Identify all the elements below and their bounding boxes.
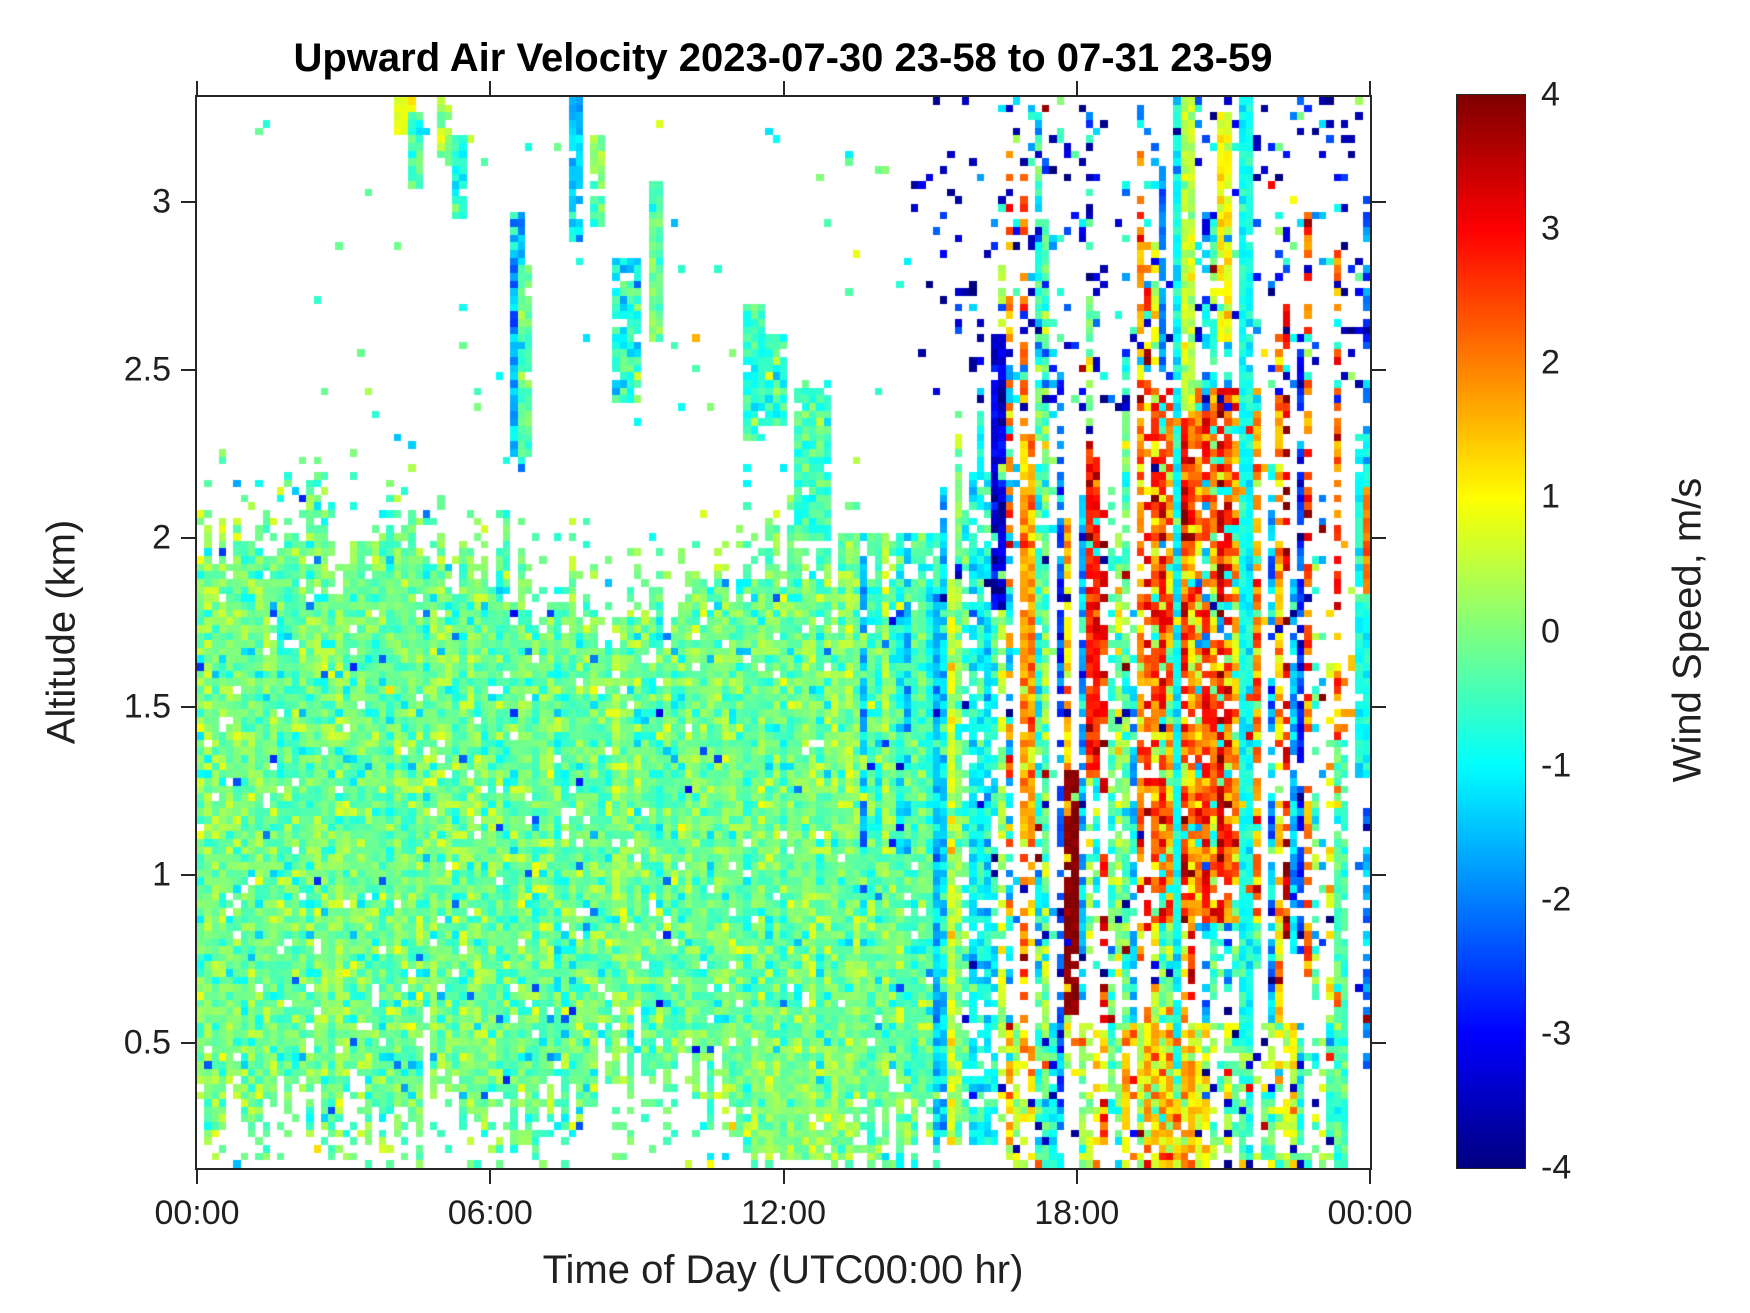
x-tick-label: 12:00 [740,1194,827,1232]
colorbar-tick-label: -2 [1541,880,1572,919]
colorbar-tick-label: -3 [1541,1014,1572,1053]
y-tick-right [1372,705,1386,708]
y-tick [181,1041,195,1044]
y-tick-label: 2.5 [123,350,171,389]
x-tick [1075,1170,1078,1184]
x-tick-top [1075,81,1078,95]
colorbar-tick-label: -4 [1541,1148,1572,1187]
colorbar-tick-label: 3 [1541,209,1560,248]
y-tick [181,873,195,876]
y-tick-right [1372,537,1386,540]
x-tick-top [1369,81,1371,95]
y-tick [181,369,195,372]
x-tick [1369,1170,1371,1184]
plot-frame [195,95,1372,1170]
x-tick-label: 18:00 [1034,1194,1120,1232]
y-tick-label: 3 [152,182,171,221]
y-axis-label: Altitude (km) [39,519,84,745]
chart-title: Upward Air Velocity 2023-07-30 23-58 to … [293,36,1273,80]
y-tick-right [1372,873,1386,876]
y-tick-label: 1.5 [123,687,171,725]
colorbar-tick-label: 1 [1541,477,1560,516]
heatmap-canvas [197,97,1370,1168]
x-tick-top [196,81,198,95]
y-tick-label: 0.5 [123,1023,171,1062]
x-axis-label: Time of Day (UTC00:00 hr) [542,1248,1024,1292]
colorbar-tick-label: 0 [1541,612,1560,650]
x-tick-top [782,81,785,95]
y-tick-label: 1 [152,855,171,894]
y-tick-right [1372,1041,1386,1044]
y-tick [181,705,195,708]
x-tick-top [489,81,492,95]
y-tick-right [1372,369,1386,372]
colorbar-label: Wind Speed, m/s [1665,477,1710,783]
y-tick [181,200,195,203]
x-tick-label: 00:00 [154,1194,240,1232]
x-tick-label: 06:00 [447,1194,533,1232]
y-tick [181,537,195,540]
x-tick [782,1170,785,1184]
x-tick-label: 00:00 [1327,1194,1413,1232]
y-tick-right [1372,200,1386,203]
colorbar-tick-label: -1 [1541,746,1572,785]
colorbar-tick-label: 4 [1541,75,1560,114]
x-tick [196,1170,198,1184]
x-tick [489,1170,492,1184]
colorbar-tick-label: 2 [1541,343,1560,382]
y-tick-label: 2 [152,518,171,557]
colorbar-frame [1456,94,1526,1169]
colorbar-canvas [1457,95,1525,1168]
